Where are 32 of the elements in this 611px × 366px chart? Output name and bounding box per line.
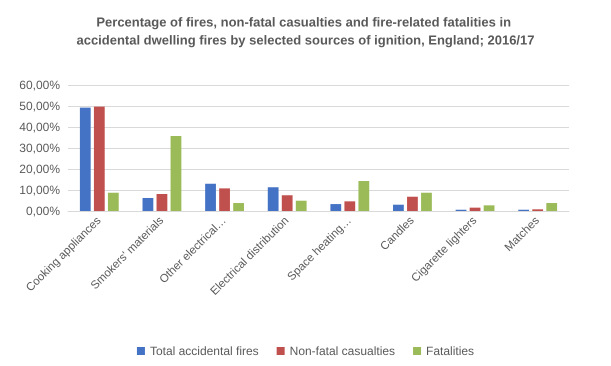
bar [156, 194, 168, 211]
bar [330, 204, 342, 211]
bar [546, 203, 558, 211]
chart-title: Percentage of fires, non-fatal casualties and fire-related fatalities in accidental dwelling fires by selected sources of ignition, England; 2016/17 [76, 14, 535, 48]
bar [142, 198, 154, 211]
bar [170, 136, 182, 211]
y-tick-label: 60,00% [19, 78, 60, 92]
bar [470, 208, 480, 211]
bar [358, 180, 370, 211]
bar [233, 203, 244, 211]
bar [219, 188, 230, 211]
y-tick-label: 20,00% [19, 162, 60, 176]
y-tick-label: 0,00% [26, 204, 60, 218]
y-tick-label: 30,00% [19, 141, 60, 155]
bar [484, 205, 494, 211]
bar [282, 195, 293, 211]
legend-label: Total accidental fires [150, 344, 259, 358]
y-tick-label: 40,00% [19, 120, 60, 134]
bar [205, 184, 216, 211]
bar [421, 192, 432, 211]
bar [268, 187, 279, 211]
bar [108, 192, 119, 211]
bar [344, 201, 356, 211]
legend-label: Non-fatal casualties [290, 344, 396, 358]
bar [393, 204, 404, 211]
legend-label: Fatalities [426, 344, 474, 358]
bar [94, 106, 105, 211]
bar [407, 196, 418, 211]
bar [296, 200, 307, 211]
bar [80, 108, 91, 211]
y-tick-label: 10,00% [19, 183, 60, 197]
y-tick-label: 50,00% [19, 99, 60, 113]
